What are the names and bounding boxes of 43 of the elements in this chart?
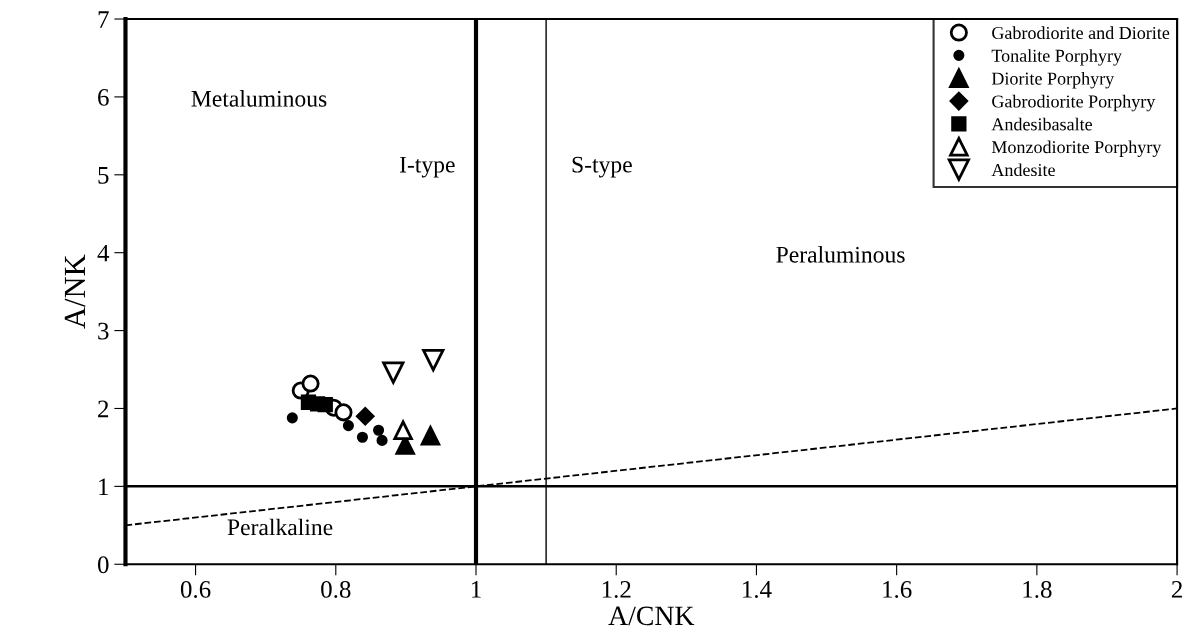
legend-label: Monzodiorite Porphyry bbox=[991, 140, 1162, 157]
legend-label: Diorite Porphyry bbox=[991, 72, 1115, 89]
x-tick-label: 2 bbox=[1171, 581, 1182, 598]
annotation: I-type bbox=[399, 156, 455, 178]
point bbox=[392, 418, 414, 441]
y-tick-label: 3 bbox=[98, 322, 109, 340]
annotation: Peralkaline bbox=[227, 518, 333, 536]
annotation: Peraluminous bbox=[776, 246, 905, 263]
y-tick-label: 7 bbox=[98, 11, 109, 28]
point bbox=[382, 361, 405, 384]
y-tick-label: 2 bbox=[98, 400, 109, 418]
y-tick-label: 4 bbox=[97, 244, 110, 262]
x-tick-label: 0.6 bbox=[180, 580, 211, 598]
point bbox=[422, 349, 445, 372]
legend-label: Andesite bbox=[991, 163, 1055, 177]
legend-label: Tonalite Porphyry bbox=[991, 49, 1122, 66]
point bbox=[342, 420, 354, 432]
point bbox=[356, 431, 368, 443]
point bbox=[373, 424, 385, 436]
x-tick-label: 1.8 bbox=[1023, 580, 1052, 598]
y-tick-label: 0 bbox=[97, 556, 109, 574]
x-tick-label: 1.6 bbox=[883, 581, 912, 598]
point bbox=[355, 407, 375, 426]
y-tick-label: 1 bbox=[99, 478, 108, 496]
point bbox=[376, 434, 388, 446]
point bbox=[420, 426, 441, 446]
point bbox=[301, 374, 320, 393]
x-tick-label: 1.4 bbox=[743, 581, 772, 598]
legend-label: Gabrodiorite and Diorite bbox=[992, 26, 1170, 40]
y-tick-label: 5 bbox=[98, 167, 109, 184]
point bbox=[286, 412, 298, 424]
x-tick-label: 1.2 bbox=[602, 581, 631, 598]
annotation: S-type bbox=[572, 156, 632, 178]
point bbox=[334, 403, 353, 422]
x-tick-label: 1 bbox=[471, 581, 481, 598]
x-tick-label: 0.8 bbox=[321, 580, 351, 598]
x-axis-title: A/CNK bbox=[608, 606, 695, 626]
y-tick-label: 6 bbox=[98, 89, 109, 106]
y-axis-title: A/NK bbox=[64, 254, 86, 329]
legend-label: Andesibasalte bbox=[991, 117, 1093, 131]
point bbox=[317, 396, 333, 413]
legend-label: Gabrodiorite Porphyry bbox=[992, 94, 1156, 112]
annotation: Metaluminous bbox=[191, 90, 327, 107]
